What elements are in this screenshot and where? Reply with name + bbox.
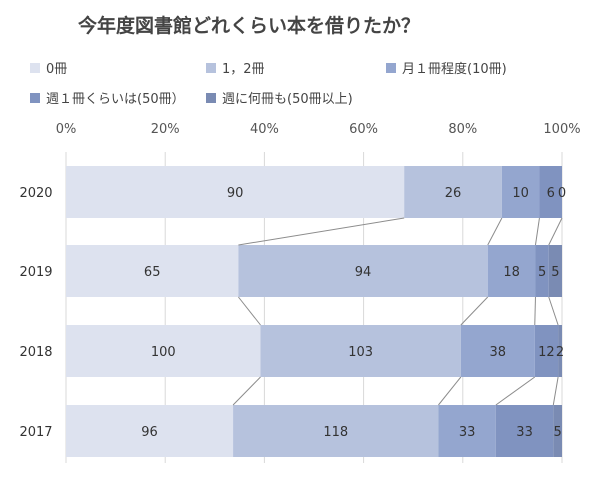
legend-label-4: 週に何冊も(50冊以上)	[222, 91, 353, 107]
bar-2018-seg-3	[534, 325, 559, 377]
series-line-2-1	[438, 376, 462, 406]
y-label-2019: 2019	[19, 265, 52, 280]
bar-2019-seg-4	[548, 245, 562, 297]
x-tick-label-0: 0%	[56, 122, 77, 137]
legend-label-1: 1，2冊	[222, 62, 265, 77]
y-label-2020: 2020	[19, 186, 52, 201]
data-label-2020-1: 26	[445, 186, 462, 201]
data-label-2018-0: 100	[151, 345, 176, 360]
series-line-2-3	[552, 376, 559, 406]
legend-swatch-2	[386, 63, 396, 73]
bar-2020-seg-3	[539, 166, 562, 218]
bar-2018-seg-4	[558, 325, 562, 377]
bar-2019-seg-3	[535, 245, 549, 297]
data-label-2017-0: 96	[141, 425, 158, 440]
bar-2017-seg-4	[553, 405, 562, 457]
series-lines	[232, 217, 563, 406]
x-axis-ticks: 0% 20% 40% 60% 80% 100%	[56, 122, 581, 137]
legend-swatch-3	[30, 93, 40, 103]
chart-title: 今年度図書館どれくらい本を借りたか？	[77, 14, 420, 37]
y-label-2017: 2017	[19, 425, 52, 440]
bar-2018-seg-2	[460, 325, 535, 377]
x-tick-label-4: 80%	[448, 122, 477, 137]
legend-label-3: 週１冊くらいは(50冊）	[46, 92, 185, 107]
data-label-2020-2: 10	[512, 186, 529, 201]
data-label-2019-0: 65	[144, 265, 161, 280]
series-line-2-2	[495, 376, 536, 406]
series-line-1-0	[238, 296, 261, 326]
bar-2020-seg-1	[404, 166, 502, 218]
data-label-2019-1: 94	[355, 265, 372, 280]
data-label-2020-4: 0	[558, 186, 566, 201]
series-line-1-2	[534, 296, 536, 326]
legend-label-2: 月１冊程度(10冊)	[402, 61, 507, 77]
data-label-2019-2: 18	[503, 265, 520, 280]
data-label-2018-2: 38	[490, 345, 507, 360]
series-line-0-2	[534, 217, 540, 246]
x-tick-label-1: 20%	[151, 122, 180, 137]
bar-2017-seg-1	[233, 405, 439, 457]
data-label-2017-1: 118	[323, 425, 348, 440]
x-tick-label-3: 60%	[349, 122, 378, 137]
x-tick-label-2: 40%	[250, 122, 279, 137]
bar-2019-seg-0	[66, 245, 239, 297]
series-line-1-1	[460, 296, 489, 326]
series-line-2-0	[232, 376, 261, 406]
series-line-0-3	[548, 217, 563, 246]
data-label-2018-3: 12	[538, 345, 555, 360]
bar-2017-seg-0	[66, 405, 234, 457]
data-label-2019-3: 5	[538, 265, 546, 280]
data-label-2017-4: 5	[554, 425, 562, 440]
legend: 0冊 1，2冊 月１冊程度(10冊) 週１冊くらいは(50冊） 週に何冊も(50冊以上)	[30, 61, 507, 107]
data-label-2017-2: 33	[459, 425, 476, 440]
data-label-2017-3: 33	[516, 425, 533, 440]
bar-2020-seg-0	[66, 166, 405, 218]
bar-2017-seg-2	[438, 405, 496, 457]
series-line-0-0	[238, 217, 405, 246]
data-label-2020-0: 90	[227, 186, 244, 201]
bar-2018-seg-0	[66, 325, 261, 377]
y-axis-labels: 2020 2019 2018 2017	[19, 186, 52, 440]
data-label-2020-3: 6	[547, 186, 555, 201]
bar-2018-seg-1	[260, 325, 461, 377]
x-tick-label-5: 100%	[543, 122, 580, 137]
series-line-1-3	[548, 296, 559, 326]
bar-2019-seg-1	[238, 245, 488, 297]
bars	[66, 166, 562, 457]
data-label-2018-1: 103	[348, 345, 373, 360]
bar-2019-seg-2	[487, 245, 536, 297]
bar-2020-seg-2	[501, 166, 540, 218]
legend-label-0: 0冊	[46, 62, 67, 77]
legend-swatch-0	[30, 63, 40, 73]
data-label-2018-4: 2	[556, 345, 564, 360]
data-label-2019-4: 5	[551, 265, 559, 280]
y-label-2018: 2018	[19, 345, 52, 360]
bar-2017-seg-3	[495, 405, 554, 457]
legend-swatch-1	[206, 63, 216, 73]
legend-swatch-4	[206, 93, 216, 103]
series-line-0-1	[487, 217, 503, 246]
